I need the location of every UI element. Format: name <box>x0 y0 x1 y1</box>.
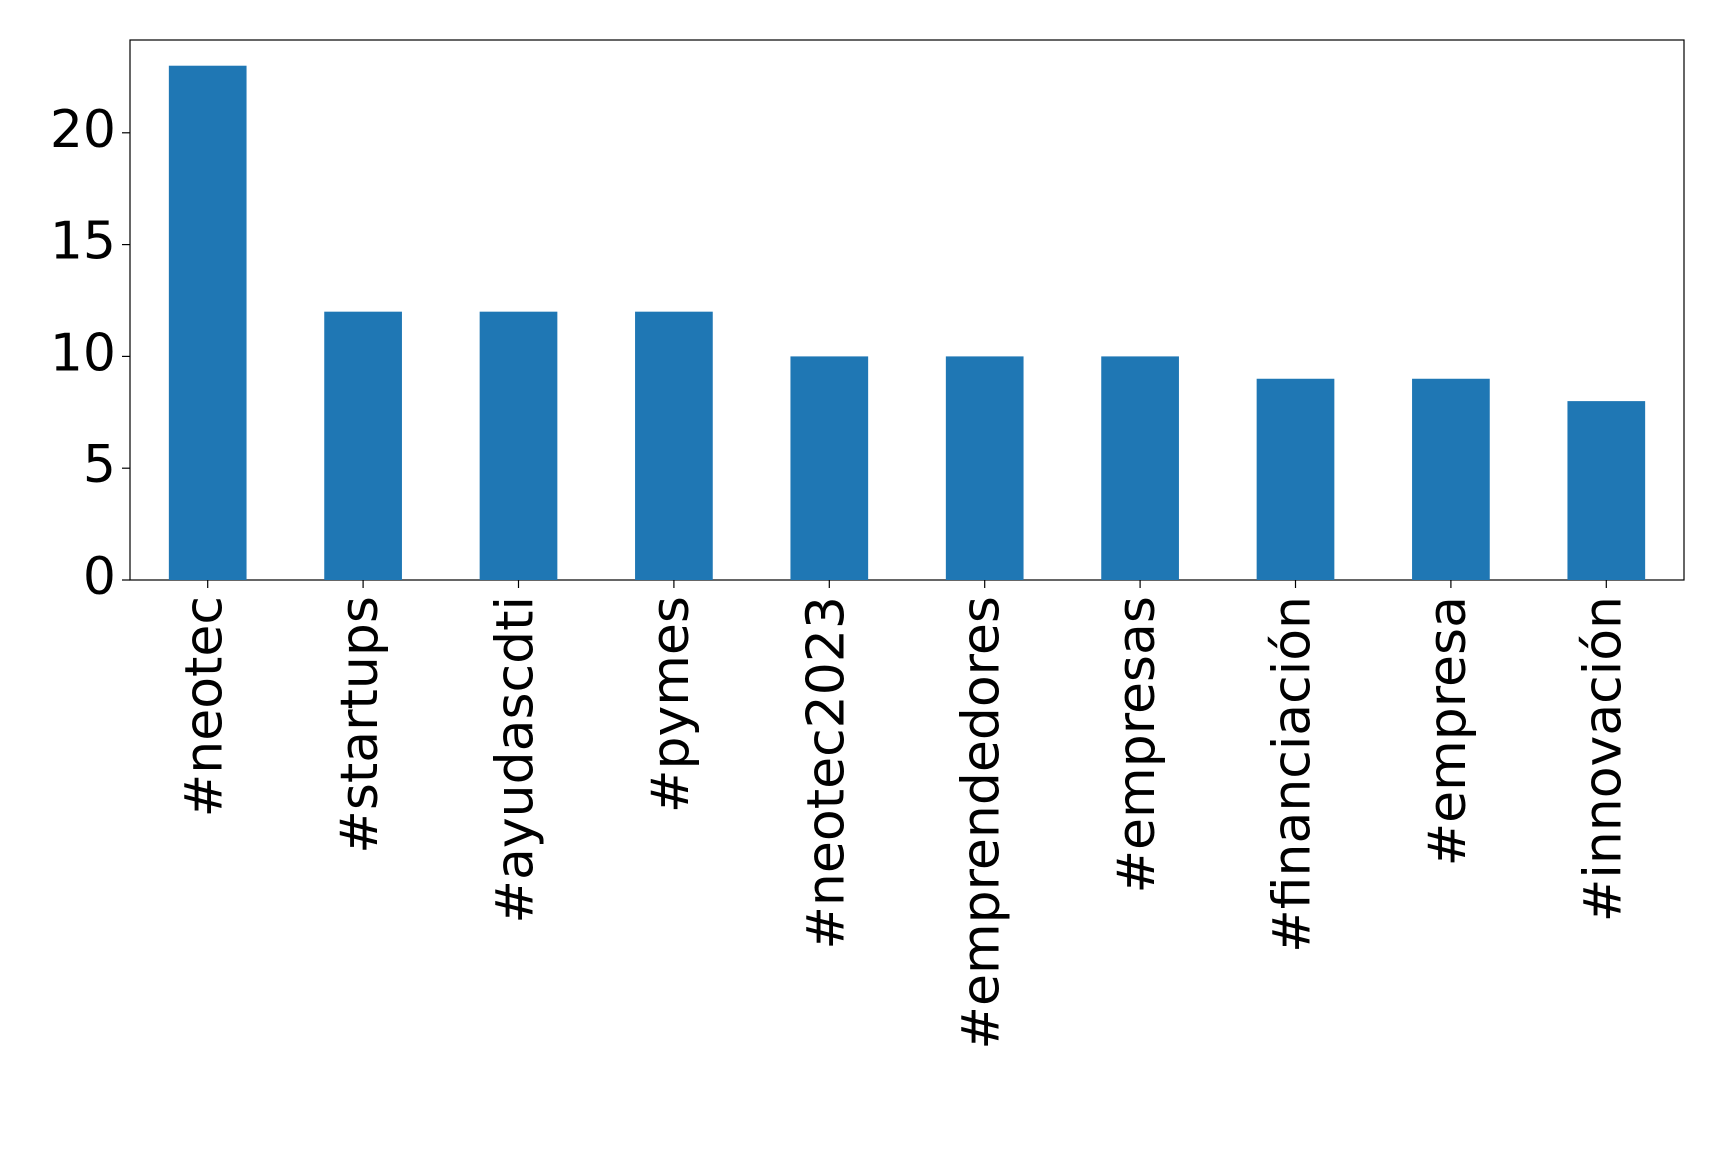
y-tick-label: 20 <box>50 100 116 160</box>
bar <box>1567 401 1646 580</box>
bar <box>479 311 558 580</box>
x-tick-label: #innovación <box>1573 596 1633 922</box>
x-tick-label: #neotec <box>175 596 235 817</box>
x-tick-label: #neotec2023 <box>796 596 856 950</box>
x-tick-label: #emprendedores <box>952 596 1012 1050</box>
y-tick-label: 0 <box>83 547 116 607</box>
bar <box>168 65 247 580</box>
x-tick-label: #empresas <box>1107 596 1167 894</box>
x-tick-label: #pymes <box>641 596 701 813</box>
bar <box>1412 378 1490 580</box>
bar <box>1256 378 1335 580</box>
y-tick-label: 15 <box>50 212 116 272</box>
x-tick-label: #startups <box>330 596 390 854</box>
y-tick-label: 10 <box>50 323 116 383</box>
plot-frame <box>129 39 1685 581</box>
bar <box>1101 356 1179 580</box>
bar <box>790 356 869 580</box>
y-tick-label: 5 <box>83 435 116 495</box>
x-tick-label: #empresa <box>1418 596 1478 866</box>
bar <box>324 311 402 580</box>
x-tick-label: #financiación <box>1263 596 1323 953</box>
x-tick-label: #ayudascdti <box>486 596 546 924</box>
bar <box>945 356 1024 580</box>
bar <box>635 311 713 580</box>
